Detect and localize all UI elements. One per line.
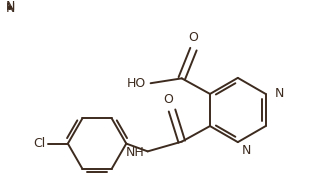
Text: O: O (188, 31, 198, 44)
Text: NH: NH (126, 146, 145, 159)
Text: O: O (163, 93, 173, 106)
Text: HO: HO (127, 77, 146, 90)
Text: N: N (274, 87, 284, 100)
Text: N: N (242, 144, 251, 157)
Text: Cl: Cl (33, 137, 45, 150)
Text: N: N (6, 2, 15, 15)
Text: N: N (5, 0, 14, 13)
